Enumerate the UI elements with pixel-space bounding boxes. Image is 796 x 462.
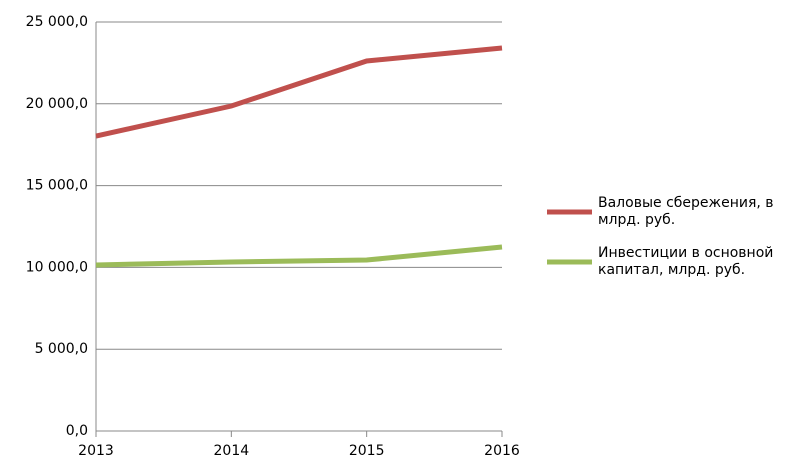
y-tick-label: 15 000,0 [26, 178, 88, 194]
y-tick-label: 10 000,0 [26, 259, 88, 275]
y-tick-label: 5 000,0 [35, 341, 88, 357]
x-tick-label: 2015 [349, 443, 385, 459]
legend-label: Валовые сбережения, в млрд. руб. [598, 195, 774, 228]
y-tick-label: 25 000,0 [26, 14, 88, 30]
y-tick-label: 20 000,0 [26, 96, 88, 112]
legend-label: Инвестиции в основной капитал, млрд. руб… [598, 245, 774, 278]
x-tick-label: 2014 [214, 443, 250, 459]
y-tick-label: 0,0 [66, 423, 88, 439]
series-line [95, 45, 503, 139]
x-tick-label: 2016 [484, 443, 520, 459]
x-tick-label: 2013 [78, 443, 114, 459]
series-line [95, 244, 503, 268]
